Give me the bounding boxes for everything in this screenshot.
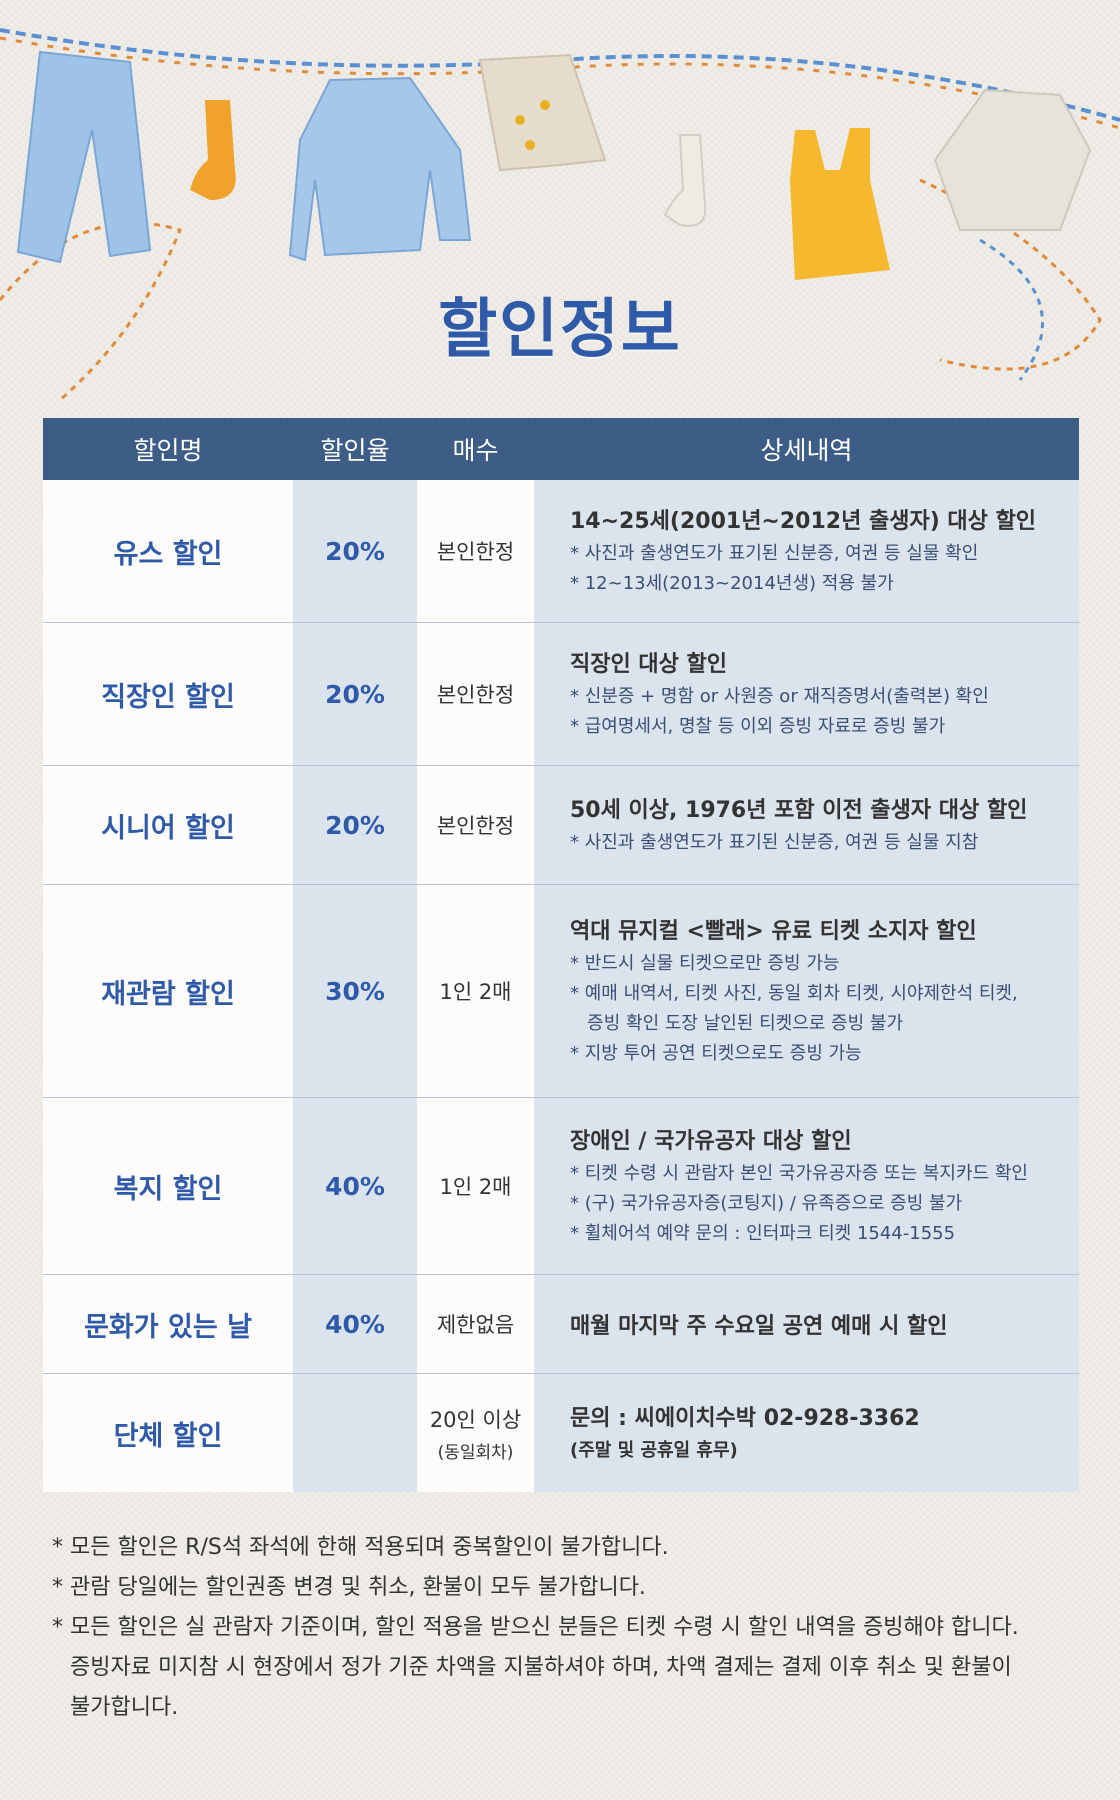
discount-name: 유스 할인 [43,480,293,622]
discount-detail: 역대 뮤지컬 <빨래> 유료 티켓 소지자 할인 * 반드시 실물 티켓으로만 … [534,885,1079,1097]
table-row: 재관람 할인 30% 1인 2매 역대 뮤지컬 <빨래> 유료 티켓 소지자 할… [43,885,1079,1098]
notes-section: * 모든 할인은 R/S석 좌석에 한해 적용되며 중복할인이 불가합니다. *… [52,1528,1092,1728]
sock-icon [190,100,236,200]
detail-main: 문의 : 씨에이치수박 02-928-3362 [570,1406,920,1431]
header-rate: 할인율 [320,436,390,465]
jeans-icon [16,50,152,264]
qty-sub-label: (동일회차) [437,1442,514,1463]
detail-main: 장애인 / 국가유공자 대상 할인 [570,1129,852,1154]
discount-name: 문화가 있는 날 [43,1275,293,1373]
jacket-icon [478,53,607,172]
detail-main: 직장인 대상 할인 [570,652,727,677]
qty-label: 1인 2매 [439,980,512,1004]
discount-rate: 20% [293,766,417,884]
detail-sub: * 지방 투어 공연 티켓으로도 증빙 가능 [570,1043,862,1064]
page-title: 할인정보 [438,293,682,367]
qty-label: 20인 이상 [429,1407,522,1432]
header-detail: 상세내역 [760,436,853,465]
table-row: 문화가 있는 날 40% 제한없음 매월 마지막 주 수요일 공연 예매 시 할… [43,1275,1079,1374]
qty-label: 제한없음 [436,1313,515,1337]
tank-top-icon [790,128,890,280]
header-qty: 매수 [452,436,499,465]
discount-qty: 1인 2매 [417,885,534,1097]
table-row: 단체 할인 20인 이상 (동일회차) 문의 : 씨에이치수박 02-928-3… [43,1374,1079,1492]
discount-rate: 40% [293,1275,417,1373]
laundry-line-illustration [0,28,1120,402]
table-row: 직장인 할인 20% 본인한정 직장인 대상 할인 * 신분증 + 명함 or … [43,623,1079,766]
header-name: 할인명 [133,436,203,465]
detail-main: 14~25세(2001년~2012년 출생자) 대상 할인 [570,509,1037,534]
discount-qty: 본인한정 [417,766,534,884]
discount-name: 재관람 할인 [43,885,293,1097]
detail-sub: * (구) 국가유공자증(코팅지) / 유족증으로 증빙 불가 [570,1193,963,1214]
qty-label: 본인한정 [436,540,515,564]
discount-qty: 본인한정 [417,480,534,622]
detail-sub: * 반드시 실물 티켓으로만 증빙 가능 [570,953,840,974]
note-line: * 모든 할인은 실 관람자 기준이며, 할인 적용을 받으신 분들은 티켓 수… [52,1615,1019,1640]
sweater-icon [933,88,1092,231]
discount-rate: 20% [293,623,417,765]
detail-sub: * 사진과 출생연도가 표기된 신분증, 여권 등 실물 확인 [570,543,979,564]
detail-sub: (주말 및 공휴일 휴무) [570,1440,738,1461]
detail-sub: * 사진과 출생연도가 표기된 신분증, 여권 등 실물 지참 [570,832,979,853]
discount-qty: 1인 2매 [417,1098,534,1274]
discount-rate: 20% [293,480,417,622]
detail-sub: 증빙 확인 도장 날인된 티켓으로 증빙 불가 [570,1013,904,1034]
discount-rate [293,1374,417,1492]
note-line: 증빙자료 미지참 시 현장에서 정가 기준 차액을 지불하셔야 하며, 차액 결… [70,1655,1012,1680]
discount-detail: 문의 : 씨에이치수박 02-928-3362 (주말 및 공휴일 휴무) [534,1374,1079,1492]
qty-label: 본인한정 [436,814,515,838]
discount-rate: 40% [293,1098,417,1274]
detail-main: 50세 이상, 1976년 포함 이전 출생자 대상 할인 [570,798,1028,823]
discount-detail: 매월 마지막 주 수요일 공연 예매 시 할인 [534,1275,1079,1373]
detail-sub: * 12~13세(2013~2014년생) 적용 불가 [570,573,894,594]
discount-qty: 제한없음 [417,1275,534,1373]
detail-sub: * 예매 내역서, 티켓 사진, 동일 회차 티켓, 시야제한석 티켓, [570,983,1018,1004]
qty-label: 본인한정 [436,683,515,707]
qty-label: 1인 2매 [439,1175,512,1199]
detail-sub: * 신분증 + 명함 or 사원증 or 재직증명서(출력본) 확인 [570,686,989,707]
discount-rate: 30% [293,885,417,1097]
discount-detail: 직장인 대상 할인 * 신분증 + 명함 or 사원증 or 재직증명서(출력본… [534,623,1079,765]
shirt-icon [288,76,472,262]
note-line: * 관람 당일에는 할인권종 변경 및 취소, 환불이 모두 불가합니다. [52,1575,646,1600]
detail-sub: * 휠체어석 예약 문의 : 인터파크 티켓 1544-1555 [570,1223,956,1244]
discount-qty: 20인 이상 (동일회차) [417,1374,534,1492]
discount-detail: 14~25세(2001년~2012년 출생자) 대상 할인 * 사진과 출생연도… [534,480,1079,622]
discount-name: 복지 할인 [43,1098,293,1274]
table-row: 시니어 할인 20% 본인한정 50세 이상, 1976년 포함 이전 출생자 … [43,766,1079,885]
table-header: 할인명 할인율 매수 상세내역 [43,418,1079,480]
note-line: * 모든 할인은 R/S석 좌석에 한해 적용되며 중복할인이 불가합니다. [52,1535,669,1560]
discount-name: 단체 할인 [43,1374,293,1492]
detail-sub: * 티켓 수령 시 관람자 본인 국가유공자증 또는 복지카드 확인 [570,1163,1028,1184]
note-line: 불가합니다. [70,1695,179,1720]
detail-main: 역대 뮤지컬 <빨래> 유료 티켓 소지자 할인 [570,919,977,944]
discount-table: 할인명 할인율 매수 상세내역 유스 할인 20% 본인한정 14~25세(20… [43,418,1079,1492]
discount-detail: 장애인 / 국가유공자 대상 할인 * 티켓 수령 시 관람자 본인 국가유공자… [534,1098,1079,1274]
detail-main: 매월 마지막 주 수요일 공연 예매 시 할인 [570,1314,948,1339]
discount-name: 직장인 할인 [43,623,293,765]
discount-name: 시니어 할인 [43,766,293,884]
table-row: 복지 할인 40% 1인 2매 장애인 / 국가유공자 대상 할인 * 티켓 수… [43,1098,1079,1275]
discount-qty: 본인한정 [417,623,534,765]
table-row: 유스 할인 20% 본인한정 14~25세(2001년~2012년 출생자) 대… [43,480,1079,623]
sock-icon [663,134,707,227]
discount-detail: 50세 이상, 1976년 포함 이전 출생자 대상 할인 * 사진과 출생연도… [534,766,1079,884]
detail-sub: * 급여명세서, 명찰 등 이외 증빙 자료로 증빙 불가 [570,716,946,737]
